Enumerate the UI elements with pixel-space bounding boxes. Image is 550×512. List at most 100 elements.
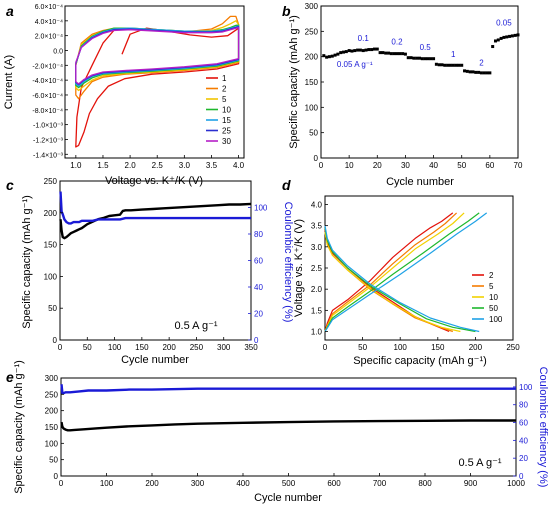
panel-c-y2-tick-label: 100 xyxy=(254,204,268,213)
panel-e-x-tick-label: 0 xyxy=(59,479,64,488)
panel-b-data-point xyxy=(372,47,376,51)
panel-d-charge-curve-2 xyxy=(324,212,454,332)
panel-b-data-point xyxy=(448,63,452,67)
panel-d-charge-curve-100 xyxy=(324,212,488,332)
panel-b-y-tick-label: 250 xyxy=(305,27,319,36)
panel-e-capacity-series xyxy=(60,419,516,432)
panel-b-data-point xyxy=(398,52,402,56)
panel-a-legend-label-30: 30 xyxy=(222,137,231,146)
panel-b-data-point xyxy=(446,63,450,67)
panel-b-x-tick-label: 70 xyxy=(514,161,523,170)
panel-b-data-point xyxy=(409,56,413,60)
panel-e-y2-tick-label: 20 xyxy=(519,454,528,463)
panel-b-data-point xyxy=(336,52,340,56)
panel-b-data-point xyxy=(418,56,421,60)
panel-e-x-tick-label: 600 xyxy=(327,479,341,488)
panel-d-legend-label-5: 5 xyxy=(489,282,494,291)
panel-b-rate-label: 0.2 xyxy=(391,38,403,47)
panel-b-data-point xyxy=(485,71,489,75)
panel-b-data-point xyxy=(463,69,467,73)
panel-b-data-point xyxy=(342,50,346,54)
panel-a-series-2 xyxy=(75,15,240,100)
panel-a-y-axis-label: Current (A) xyxy=(3,55,15,109)
panel-b-data-point xyxy=(347,49,351,53)
panel-e-rate-annotation: 0.5 A g⁻¹ xyxy=(458,457,501,469)
panel-b-x-axis-label: Cycle number xyxy=(386,176,454,188)
panel-b-y-tick-label: 100 xyxy=(305,103,319,112)
panel-b-data-point xyxy=(415,56,419,60)
panel-e-y2-tick-label: 80 xyxy=(519,401,528,410)
panel-b-data-point xyxy=(344,50,348,54)
panel-a-y-tick-label: 0.0 xyxy=(53,48,63,55)
panel-b-data-point xyxy=(437,63,441,67)
panel-d-y-tick-label: 3.5 xyxy=(311,222,323,231)
panel-e-y2-tick-label: 60 xyxy=(519,419,528,428)
panel-e-y-tick-label: 250 xyxy=(45,390,59,399)
panel-a-frame xyxy=(64,5,245,159)
panel-d-x-tick-label: 100 xyxy=(394,343,408,352)
panel-b-data-point xyxy=(392,52,396,56)
panel-e-efficiency-series xyxy=(60,384,516,395)
panel-e-x-tick-label: 1000 xyxy=(507,479,525,488)
panel-d-discharge-curve-100 xyxy=(324,225,480,333)
panel-c-y-tick-label: 100 xyxy=(44,272,58,281)
panel-c-x-tick-label: 350 xyxy=(244,343,258,352)
panel-b-data-point xyxy=(370,48,374,52)
panel-d-x-tick-label: 50 xyxy=(358,343,367,352)
panel-d-charge-curve-50 xyxy=(324,212,480,332)
panel-b-data-point xyxy=(434,62,438,66)
panel-a-x-tick-label: 1.0 xyxy=(70,161,82,170)
panel-a-y-tick-label: -1.0×10⁻³ xyxy=(33,123,64,130)
panel-b-rate-label: 0.05 A g⁻¹ xyxy=(337,60,373,69)
panel-a-legend-label-15: 15 xyxy=(222,116,231,125)
panel-e-y2-tick-label: 40 xyxy=(519,436,528,445)
panel-c-x-axis-label: Cycle number xyxy=(121,354,189,366)
panel-a-y-tick-label: 2.0×10⁻⁴ xyxy=(35,34,63,41)
panel-b-data-point xyxy=(412,56,416,60)
panel-b-data-point xyxy=(364,48,368,52)
panel-c-x-tick-label: 0 xyxy=(58,343,63,352)
panel-d-x-tick-label: 250 xyxy=(506,343,520,352)
panel-a-x-tick-label: 2.0 xyxy=(125,161,137,170)
panel-b-data-point xyxy=(420,57,424,61)
panel-label-a: a xyxy=(6,3,14,19)
panel-b-data-point xyxy=(325,55,329,59)
panel-d-legend-label-100: 100 xyxy=(489,315,503,324)
panel-b-data-point xyxy=(432,57,436,61)
panel-b-data-point xyxy=(384,51,388,55)
panel-b-data-point xyxy=(468,70,472,74)
panel-b-data-point xyxy=(361,49,365,53)
panel-a-legend-label-10: 10 xyxy=(222,106,231,115)
panel-d-legend-label-2: 2 xyxy=(489,271,494,280)
panel-e-x-tick-label: 200 xyxy=(145,479,159,488)
panel-b-x-tick-label: 30 xyxy=(401,161,410,170)
panel-a-x-tick-label: 2.5 xyxy=(152,161,164,170)
panel-b-data-point xyxy=(457,63,461,67)
panel-b-data-point xyxy=(474,70,478,74)
panel-b-data-point xyxy=(395,52,399,56)
panel-b-data-point xyxy=(389,52,393,56)
panel-b-data-point xyxy=(477,70,481,74)
panel-c-efficiency-series xyxy=(59,191,251,225)
panel-b-x-tick-label: 60 xyxy=(485,161,494,170)
panel-b-x-tick-label: 20 xyxy=(373,161,382,170)
panel-b-y-tick-label: 0 xyxy=(314,154,319,163)
panel-a-y-tick-label: -2.0×10⁻⁴ xyxy=(32,63,63,70)
panel-a-x-tick-label: 4.0 xyxy=(233,161,245,170)
panel-e-long-cycling-plot: 0 100 200 300 400 500 600 700 800 900 100005010015… xyxy=(13,360,549,504)
panel-b-x-tick-label: 50 xyxy=(457,161,466,170)
panel-b-data-point xyxy=(454,63,458,67)
panel-b-data-point xyxy=(508,34,512,38)
panel-a-series-1 xyxy=(75,27,240,148)
panel-b-rate-label: 0.5 xyxy=(420,43,432,52)
panel-a-y-tick-label: -8.0×10⁻⁴ xyxy=(32,108,63,115)
panel-label-e: e xyxy=(6,369,14,385)
panel-a-legend-label-25: 25 xyxy=(222,127,231,136)
panel-d-y-tick-label: 2.5 xyxy=(311,264,323,273)
panel-b-data-point xyxy=(513,33,517,37)
panel-c-y2-tick-label: 80 xyxy=(254,230,263,239)
panel-c-x-tick-label: 150 xyxy=(135,343,149,352)
panel-a-series-25 xyxy=(75,26,240,86)
panel-b-data-point xyxy=(502,35,506,39)
